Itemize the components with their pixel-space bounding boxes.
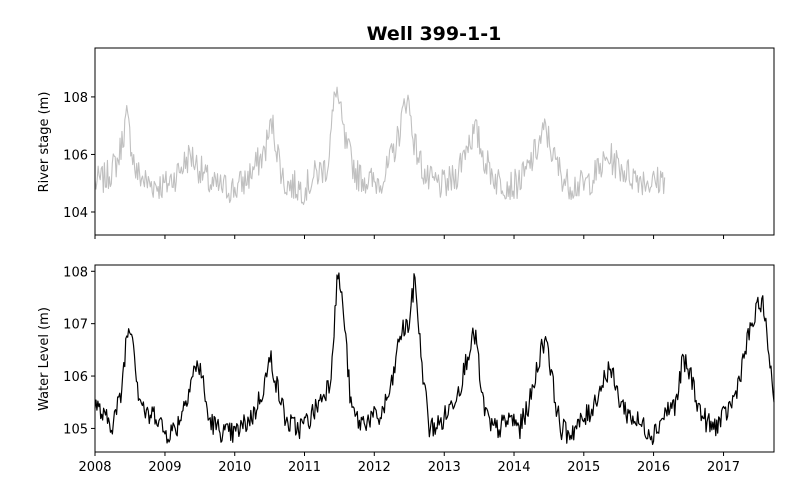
river-stage-frame [94,47,775,236]
river-stage-ylabel: River stage (m) [37,92,52,193]
water-level-xtick-label: 2010 [218,460,251,475]
river-stage-ytick-label: 106 [63,148,88,163]
chart-title: Well 399-1-1 [367,23,502,45]
water-level-ylabel: Water Level (m) [37,307,52,411]
river-stage-ytick-label: 104 [63,206,88,221]
water-level-xtick-label: 2011 [288,460,321,475]
river-stage-series [94,86,666,206]
river-stage-ytick-label: 108 [63,91,88,106]
water-level-xtick-label: 2016 [637,460,670,475]
water-level-xtick-label: 2008 [78,460,111,475]
water-level-line [94,272,775,446]
water-level-ticks: 105 106 107 108 2008 2009 2010 2011 2012 2013 2014… [63,265,740,475]
water-level-panel: Water Level (m) 105 106 107 108 2008 2009 2010… [37,264,775,475]
river-stage-panel: River stage (m) 104 106 108 [37,47,775,239]
water-level-ytick-label: 108 [63,265,88,280]
river-stage-line [94,86,666,206]
water-level-xtick-label: 2017 [707,460,740,475]
water-level-ytick-label: 106 [63,370,88,385]
water-level-xtick-label: 2014 [497,460,530,475]
water-level-frame [94,264,775,453]
river-stage-ticks: 104 106 108 [63,91,725,239]
water-level-xtick-label: 2012 [358,460,391,475]
water-level-ytick-label: 107 [63,318,88,333]
water-level-series [94,272,775,446]
water-level-ytick-label: 105 [63,422,88,437]
water-level-xtick-label: 2015 [567,460,600,475]
water-level-xtick-label: 2013 [428,460,461,475]
water-level-xtick-label: 2009 [148,460,181,475]
